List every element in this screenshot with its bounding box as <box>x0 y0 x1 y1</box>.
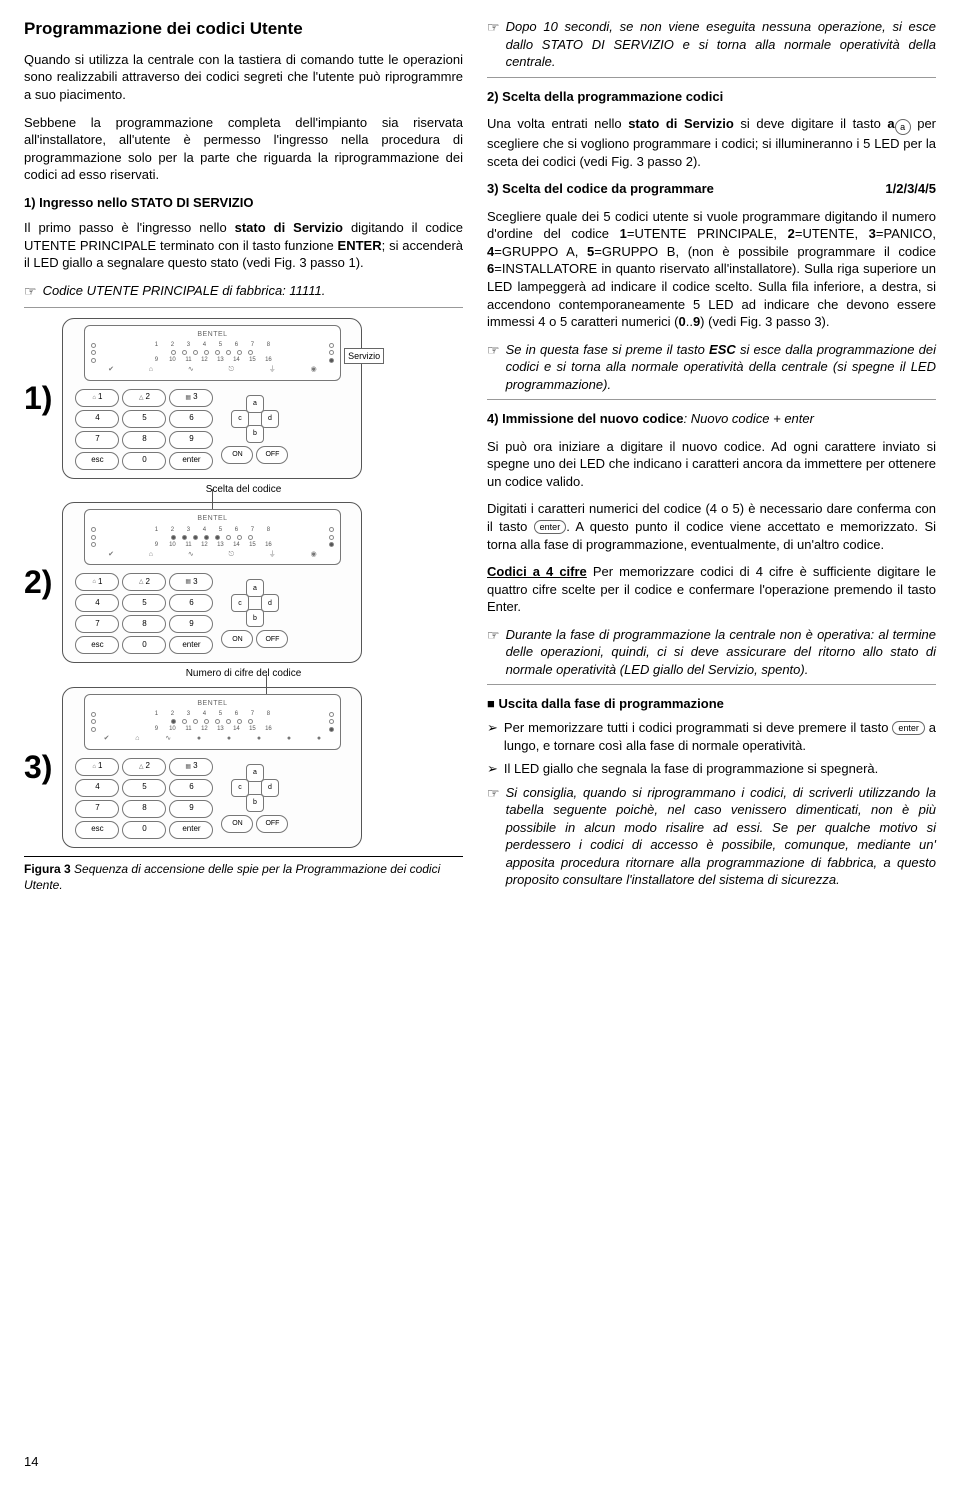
step-number-3: 3) <box>24 746 52 789</box>
enter-key-icon: enter <box>892 721 925 735</box>
hand-icon: ☞ <box>24 282 37 301</box>
hand-icon: ☞ <box>487 784 500 803</box>
key-8[interactable]: 8 <box>122 431 166 449</box>
key-1[interactable]: ⌂1 <box>75 389 119 407</box>
hand-icon: ☞ <box>487 341 500 360</box>
step1-heading: 1) Ingresso nello STATO DI SERVIZIO <box>24 194 463 212</box>
key-4[interactable]: 4 <box>75 410 119 428</box>
numero-label: Numero di cifre del codice <box>24 667 463 681</box>
keypad-device-2: BENTEL 12345678 <box>62 502 362 663</box>
uscita-item-2: Il LED giallo che segnala la fase di pro… <box>487 760 936 778</box>
note-final: ☞ Si consiglia, quando si riprogrammano … <box>487 784 936 895</box>
step2-heading: 2) Scelta della programmazione codici <box>487 88 936 106</box>
left-para2: Sebbene la programmazione completa dell'… <box>24 114 463 184</box>
hand-icon: ☞ <box>487 626 500 645</box>
step4-heading: 4) Immissione del nuovo codice: Nuovo co… <box>487 410 936 428</box>
step5-text: Digitati i caratteri numerici del codice… <box>487 500 936 553</box>
dpad-d[interactable]: d <box>261 410 279 428</box>
step3-heading: 3) Scelta del codice da programmare 1/2/… <box>487 180 936 198</box>
note-timeout: ☞ Dopo 10 secondi, se non viene eseguita… <box>487 18 936 78</box>
key-esc[interactable]: esc <box>75 452 119 470</box>
key-3[interactable]: ▦3 <box>169 389 213 407</box>
right-column: ☞ Dopo 10 secondi, se non viene eseguita… <box>487 18 936 905</box>
left-para3: Il primo passo è l'ingresso nello stato … <box>24 219 463 272</box>
key-a-icon: a <box>895 119 911 135</box>
dpad-b[interactable]: b <box>246 425 264 443</box>
keypad-brand: BENTEL <box>91 330 334 339</box>
key-enter[interactable]: enter <box>169 452 213 470</box>
enter-key-icon: enter <box>534 520 567 534</box>
keypad-step-2: 2) BENTEL 12345678 <box>24 502 463 663</box>
key-off[interactable]: OFF <box>256 446 288 464</box>
step4-text: Si può ora iniziare a digitare il nuovo … <box>487 438 936 491</box>
key-on[interactable]: ON <box>221 446 253 464</box>
left-para1: Quando si utilizza la centrale con la ta… <box>24 51 463 104</box>
keypad-step-3: 3) BENTEL 12345678 <box>24 687 463 848</box>
note-default-code: ☞ Codice UTENTE PRINCIPALE di fabbrica: … <box>24 282 463 308</box>
key-5[interactable]: 5 <box>122 410 166 428</box>
key-6[interactable]: 6 <box>169 410 213 428</box>
step2-text: Una volta entrati nello stato di Servizi… <box>487 115 936 170</box>
step3-text: Scegliere quale dei 5 codici utente si v… <box>487 208 936 331</box>
scelta-label: Scelta del codice <box>24 483 463 497</box>
note-non-operativa: ☞ Durante la fase di programmazione la c… <box>487 626 936 686</box>
key-7[interactable]: 7 <box>75 431 119 449</box>
codici-4cifre: Codici a 4 cifre Per memorizzare codici … <box>487 563 936 616</box>
servizio-label: Servizio <box>344 348 384 364</box>
left-column: Programmazione dei codici Utente Quando … <box>24 18 463 905</box>
page-number: 14 <box>24 1453 38 1471</box>
hand-icon: ☞ <box>487 18 500 37</box>
step-number-1: 1) <box>24 377 52 420</box>
keypad-dpad: a c d b <box>231 395 279 443</box>
key-2[interactable]: △2 <box>122 389 166 407</box>
note-esc: ☞ Se in questa fase si preme il tasto ES… <box>487 341 936 401</box>
step-number-2: 2) <box>24 561 52 604</box>
figure-caption: Figura 3 Sequenza di accensione delle sp… <box>24 856 463 893</box>
keypad-numeric-grid: ⌂1 △2 ▦3 4 5 6 7 8 9 esc 0 enter <box>75 389 213 470</box>
keypad-step-1: 1) BENTEL 12345678 <box>24 318 463 479</box>
keypad-display: BENTEL 12345678 <box>84 325 341 381</box>
keypad-device-3: BENTEL 12345678 <box>62 687 362 848</box>
key-0[interactable]: 0 <box>122 452 166 470</box>
left-title: Programmazione dei codici Utente <box>24 18 463 41</box>
uscita-item-1: Per memorizzare tutti i codici programma… <box>487 719 936 754</box>
uscita-title: Uscita dalla fase di programmazione <box>487 695 936 713</box>
keypad-device-1: BENTEL 12345678 <box>62 318 362 479</box>
key-9[interactable]: 9 <box>169 431 213 449</box>
